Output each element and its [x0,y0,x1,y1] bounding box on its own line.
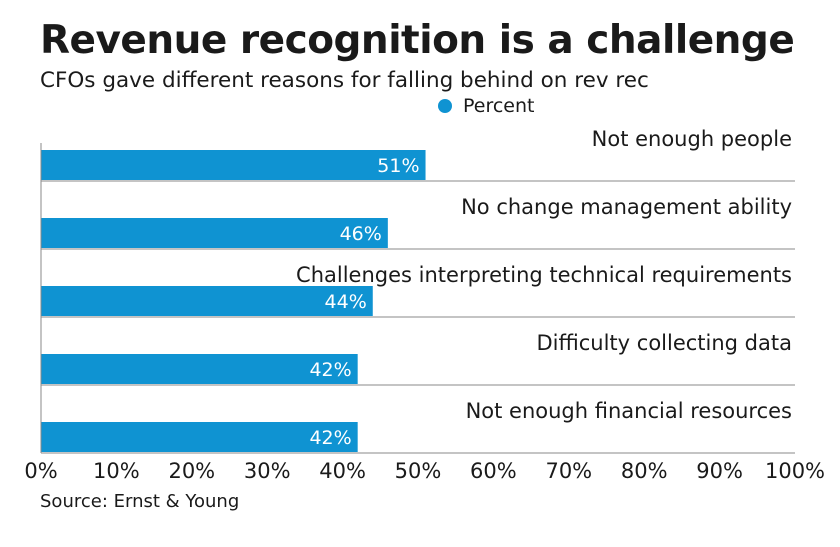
bar-value-label: 42% [309,359,351,381]
legend-label: Percent [463,95,535,117]
bar [41,150,426,180]
x-tick-label: 0% [24,459,57,483]
category-label: Challenges interpreting technical requir… [296,263,792,287]
x-tick-label: 80% [621,459,668,483]
chart-title: Revenue recognition is a challenge [40,18,795,63]
category-label: No change management ability [461,195,792,219]
x-tick-label: 50% [395,459,442,483]
x-tick-label: 40% [319,459,366,483]
x-tick-label: 90% [696,459,743,483]
bar [41,354,358,384]
chart-subtitle: CFOs gave different reasons for falling … [40,68,649,93]
x-tick-label: 100% [765,459,825,483]
bar [41,422,358,452]
bar-value-label: 46% [340,223,382,245]
source-note: Source: Ernst & Young [40,491,240,512]
x-tick-label: 70% [545,459,592,483]
category-label: Not enough people [592,127,792,151]
x-tick-label: 30% [244,459,291,483]
x-tick-label: 60% [470,459,517,483]
bar [41,218,388,248]
x-tick-label: 10% [93,459,140,483]
bar-value-label: 51% [377,155,419,177]
legend-swatch [438,99,452,113]
legend: Percent [438,95,535,117]
bar-value-label: 44% [325,291,367,313]
category-label: Not enough financial resources [466,399,792,423]
x-tick-label: 20% [168,459,215,483]
category-label: Difficulty collecting data [536,331,792,355]
bar-value-label: 42% [309,427,351,449]
bar [41,286,373,316]
